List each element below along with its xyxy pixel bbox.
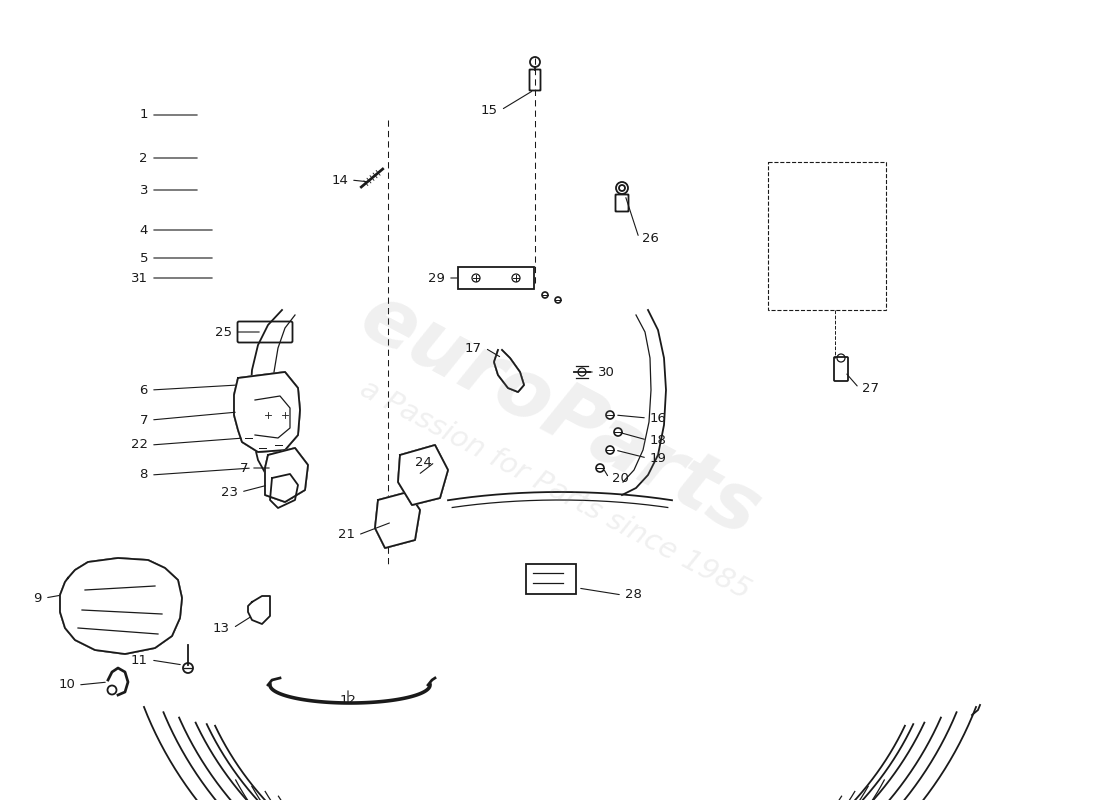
Polygon shape [494, 350, 524, 392]
Text: 18: 18 [650, 434, 667, 446]
Text: 1: 1 [140, 109, 148, 122]
Text: 4: 4 [140, 223, 148, 237]
Text: 26: 26 [642, 231, 659, 245]
Polygon shape [60, 558, 182, 654]
Text: 20: 20 [612, 471, 629, 485]
Bar [768, 162, 886, 310]
Polygon shape [265, 448, 308, 502]
Text: 27: 27 [862, 382, 879, 394]
Text: 16: 16 [650, 411, 667, 425]
Text: 29: 29 [428, 271, 446, 285]
Text: 5: 5 [140, 251, 148, 265]
Text: 23: 23 [221, 486, 238, 498]
Text: 11: 11 [131, 654, 149, 666]
Text: 19: 19 [650, 451, 667, 465]
Text: 10: 10 [58, 678, 75, 691]
Text: 17: 17 [465, 342, 482, 354]
Polygon shape [234, 372, 300, 452]
Bar [526, 564, 576, 594]
Text: 13: 13 [213, 622, 230, 634]
Text: 21: 21 [338, 529, 355, 542]
Text: 8: 8 [140, 469, 148, 482]
Text: 9: 9 [34, 591, 42, 605]
Text: 15: 15 [481, 103, 498, 117]
Text: 12: 12 [340, 694, 356, 706]
Text: 7: 7 [140, 414, 148, 426]
Text: 14: 14 [331, 174, 348, 186]
Text: 28: 28 [625, 589, 642, 602]
Text: 31: 31 [131, 271, 149, 285]
Text: 6: 6 [140, 383, 148, 397]
Text: 7: 7 [240, 462, 248, 474]
Polygon shape [375, 492, 420, 548]
Text: 2: 2 [140, 151, 148, 165]
Polygon shape [398, 445, 448, 505]
Text: 24: 24 [415, 455, 432, 469]
Bar [458, 267, 534, 289]
Text: 3: 3 [140, 183, 148, 197]
Text: euroParts: euroParts [346, 277, 773, 553]
Text: 22: 22 [131, 438, 149, 451]
Text: a Passion for Parts since 1985: a Passion for Parts since 1985 [355, 374, 755, 606]
Text: 30: 30 [598, 366, 615, 378]
Text: 25: 25 [214, 326, 232, 338]
